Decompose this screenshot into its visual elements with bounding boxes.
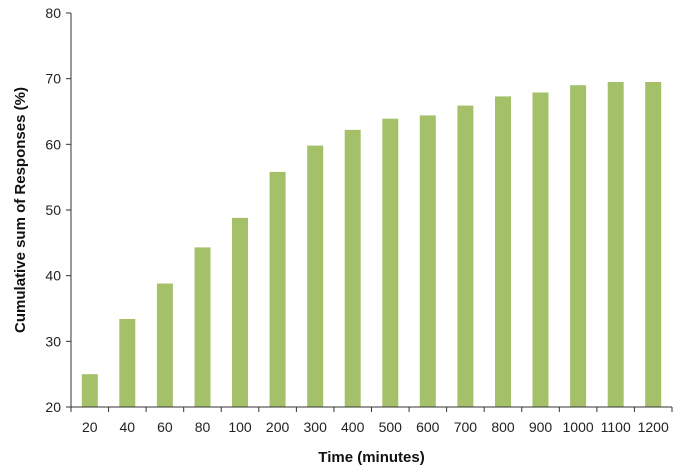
x-tick-label: 80 — [195, 419, 211, 435]
bar-80 — [194, 247, 211, 407]
x-tick-label: 700 — [454, 419, 478, 435]
bar-1000 — [570, 85, 587, 407]
bar-200 — [269, 171, 286, 407]
x-tick-label: 20 — [82, 419, 98, 435]
bar-600 — [419, 115, 436, 408]
x-tick-label: 200 — [266, 419, 290, 435]
bar-40 — [119, 319, 136, 407]
x-tick-label: 400 — [341, 419, 365, 435]
y-ticks: 20 30 40 50 60 70 80 — [45, 5, 71, 415]
x-tick-label: 500 — [379, 419, 403, 435]
x-tick-label: 300 — [304, 419, 328, 435]
x-ticks: 20 40 60 80 100 200 300 400 500 600 700 800 900 1000 1… — [70, 407, 673, 435]
x-tick-label: 900 — [529, 419, 553, 435]
bars-layer — [81, 82, 662, 408]
y-tick-label: 80 — [45, 5, 61, 21]
x-tick-label: 1100 — [601, 419, 631, 435]
bar-700 — [457, 105, 474, 407]
bar-400 — [344, 129, 361, 407]
x-tick-label: 800 — [491, 419, 515, 435]
y-tick-label: 70 — [45, 71, 61, 87]
x-tick-label: 40 — [120, 419, 136, 435]
x-tick-label: 100 — [228, 419, 252, 435]
x-tick-label: 60 — [157, 419, 173, 435]
y-tick-label: 60 — [45, 136, 61, 152]
bar-20 — [81, 374, 98, 407]
y-tick-label: 20 — [45, 399, 61, 415]
bar-800 — [495, 96, 511, 408]
bar-60 — [156, 283, 173, 407]
bar-500 — [382, 118, 399, 407]
y-tick-label: 50 — [45, 202, 61, 218]
x-tick-label: 600 — [416, 419, 440, 435]
bar-900 — [532, 92, 549, 407]
bar-1200 — [645, 82, 662, 407]
bar-100 — [232, 217, 248, 407]
x-axis-title: Time (minutes) — [318, 449, 424, 466]
x-tick-label: 1200 — [638, 419, 669, 435]
bar-300 — [307, 145, 324, 407]
y-tick-label: 30 — [45, 333, 61, 349]
y-tick-label: 40 — [45, 268, 61, 284]
bar-1100 — [607, 82, 624, 407]
y-axis-title: Cumulative sum of Responses (%) — [12, 87, 29, 333]
x-tick-label: 1000 — [563, 419, 594, 435]
